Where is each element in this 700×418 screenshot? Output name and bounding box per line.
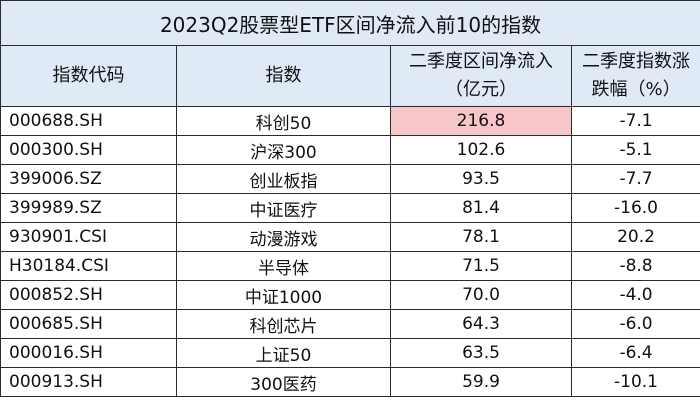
header-change-line1: 二季度指数涨 [582, 51, 691, 72]
cell-index-code: 000913.SH [0, 367, 177, 397]
cell-change: -10.1 [570, 367, 700, 397]
cell-net-inflow: 63.5 [390, 338, 572, 368]
cell-net-inflow: 70.0 [390, 280, 572, 310]
cell-index-code: 930901.CSI [0, 222, 177, 252]
table-row: H30184.CSI 半导体 71.5 -8.8 [0, 251, 700, 281]
table-row: 399989.SZ 中证医疗 81.4 -16.0 [0, 193, 700, 223]
cell-index-name: 中证1000 [176, 280, 391, 310]
table-row: 000688.SH 科创50 216.8 -7.1 [0, 106, 700, 136]
cell-index-code: 000016.SH [0, 338, 177, 368]
cell-index-name: 创业板指 [176, 164, 391, 194]
table-row: 000685.SH 科创芯片 64.3 -6.0 [0, 309, 700, 339]
cell-index-name: 沪深300 [176, 135, 391, 165]
table-row: 000852.SH 中证1000 70.0 -4.0 [0, 280, 700, 310]
cell-net-inflow: 102.6 [390, 135, 572, 165]
header-net-inflow-line1: 二季度区间净流入 [409, 51, 553, 72]
header-net-inflow-line2: （亿元） [445, 79, 517, 100]
cell-change: -8.8 [570, 251, 700, 281]
cell-net-inflow-highlighted: 216.8 [390, 106, 572, 136]
header-index-name: 指数 [176, 45, 391, 107]
header-index-name-line1: 指数 [265, 65, 302, 86]
cell-change: -7.1 [570, 106, 700, 136]
cell-index-name: 科创芯片 [176, 309, 391, 339]
header-change-line2: 跌幅（%） [591, 79, 681, 100]
etf-inflow-table: 2023Q2股票型ETF区间净流入前10的指数 指数代码 指数 二季度区间净流入… [0, 0, 700, 397]
table-row: 930901.CSI 动漫游戏 78.1 20.2 [0, 222, 700, 252]
cell-change: -6.0 [570, 309, 700, 339]
cell-net-inflow: 64.3 [390, 309, 572, 339]
cell-net-inflow: 93.5 [390, 164, 572, 194]
cell-index-code: 000685.SH [0, 309, 177, 339]
table-row: 399006.SZ 创业板指 93.5 -7.7 [0, 164, 700, 194]
cell-index-code: 000300.SH [0, 135, 177, 165]
cell-index-name: 300医药 [176, 367, 391, 397]
cell-index-name: 中证医疗 [176, 193, 391, 223]
header-index-code: 指数代码 [0, 45, 177, 107]
header-row: 指数代码 指数 二季度区间净流入 （亿元） 二季度指数涨 跌幅（%） [0, 45, 700, 107]
header-net-inflow: 二季度区间净流入 （亿元） [390, 45, 572, 107]
cell-index-code: H30184.CSI [0, 251, 177, 281]
table-row: 000016.SH 上证50 63.5 -6.4 [0, 338, 700, 368]
cell-index-code: 000688.SH [0, 106, 177, 136]
cell-index-code: 399989.SZ [0, 193, 177, 223]
cell-net-inflow: 71.5 [390, 251, 572, 281]
cell-index-name: 动漫游戏 [176, 222, 391, 252]
cell-index-code: 000852.SH [0, 280, 177, 310]
cell-change: 20.2 [570, 222, 700, 252]
cell-change: -5.1 [570, 135, 700, 165]
cell-index-code: 399006.SZ [0, 164, 177, 194]
title-row: 2023Q2股票型ETF区间净流入前10的指数 [0, 0, 700, 46]
header-change: 二季度指数涨 跌幅（%） [570, 45, 700, 107]
table-row: 000913.SH 300医药 59.9 -10.1 [0, 367, 700, 397]
cell-index-name: 半导体 [176, 251, 391, 281]
table-title: 2023Q2股票型ETF区间净流入前10的指数 [0, 0, 700, 46]
cell-change: -7.7 [570, 164, 700, 194]
cell-change: -6.4 [570, 338, 700, 368]
cell-net-inflow: 78.1 [390, 222, 572, 252]
cell-net-inflow: 81.4 [390, 193, 572, 223]
table-row: 000300.SH 沪深300 102.6 -5.1 [0, 135, 700, 165]
cell-net-inflow: 59.9 [390, 367, 572, 397]
header-index-code-line1: 指数代码 [52, 65, 125, 86]
cell-index-name: 科创50 [176, 106, 391, 136]
cell-change: -4.0 [570, 280, 700, 310]
cell-change: -16.0 [570, 193, 700, 223]
cell-index-name: 上证50 [176, 338, 391, 368]
